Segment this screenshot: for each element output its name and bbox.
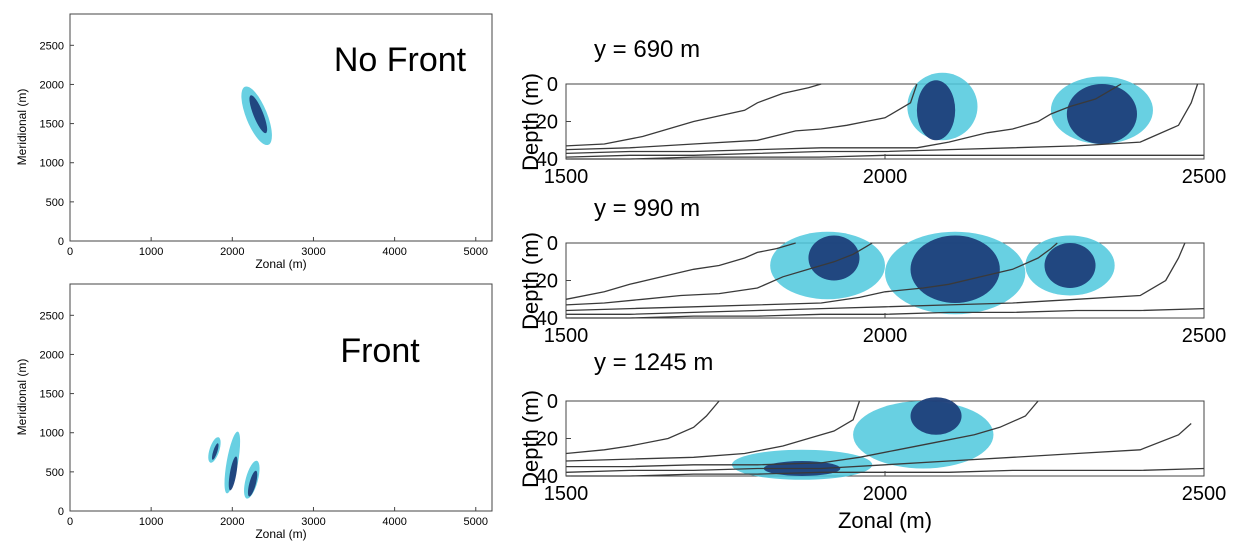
plot-frame bbox=[69, 283, 493, 512]
x-tick-label: 1000 bbox=[139, 246, 163, 258]
tracer-patch-dark bbox=[211, 443, 219, 460]
tracer-patch-light bbox=[224, 431, 241, 494]
y-tick-label: 40 bbox=[536, 466, 558, 488]
y-tick-label: 0 bbox=[547, 74, 558, 96]
y-tick-label: 20 bbox=[536, 429, 558, 451]
contour-lines bbox=[565, 400, 1205, 477]
contour-line bbox=[565, 400, 861, 462]
tracer-patch-dark bbox=[228, 456, 238, 491]
plot-frame bbox=[69, 13, 493, 242]
x-tick-label: 5000 bbox=[464, 516, 488, 528]
y-tick-label: 500 bbox=[46, 197, 64, 209]
x-tick-label: 4000 bbox=[382, 516, 406, 528]
contour-line bbox=[565, 242, 873, 306]
axis-ticks: 0 1000 2000 3000 4000 5000 0 500 1000 1500 2000 250… bbox=[40, 310, 488, 528]
x-tick-label: 1500 bbox=[544, 483, 589, 505]
contour-line bbox=[565, 83, 1199, 158]
y-tick-label: 20 bbox=[536, 112, 558, 134]
x-tick-label: 2000 bbox=[863, 166, 908, 188]
x-tick-label: 2000 bbox=[863, 325, 908, 347]
panel-annotation: Front bbox=[340, 332, 420, 370]
x-tick-label: 2500 bbox=[1182, 483, 1227, 505]
x-axis-label: Zonal (m) bbox=[838, 508, 932, 533]
contour-line bbox=[565, 83, 1122, 155]
y-tick-label: 1000 bbox=[40, 428, 64, 440]
x-tick-label: 1000 bbox=[139, 516, 163, 528]
tracer-patches bbox=[770, 231, 1115, 315]
tracer-patch-dark bbox=[1044, 243, 1096, 288]
contour-line bbox=[565, 83, 918, 151]
tracer-patch-dark bbox=[247, 470, 258, 497]
x-tick-label: 3000 bbox=[301, 516, 325, 528]
y-axis-label: Depth (m) bbox=[518, 73, 543, 171]
x-axis-label: Zonal (m) bbox=[255, 257, 306, 271]
contour-line bbox=[565, 242, 1058, 312]
axis-ticks: 1500 2000 2500 0 20 40 bbox=[536, 74, 1227, 188]
y-tick-label: 2000 bbox=[40, 349, 64, 361]
x-axis-label: Zonal (m) bbox=[255, 527, 306, 541]
y-tick-label: 0 bbox=[547, 233, 558, 255]
axis-ticks: 1500 2000 2500 0 20 40 bbox=[536, 391, 1227, 505]
y-tick-label: 0 bbox=[547, 391, 558, 413]
x-tick-label: 2500 bbox=[1182, 166, 1227, 188]
contour-lines bbox=[565, 83, 1204, 160]
x-tick-label: 2000 bbox=[220, 516, 244, 528]
tracer-patch-dark bbox=[910, 397, 962, 435]
y-axis-label: Meridional (m) bbox=[15, 89, 29, 166]
contour-line bbox=[566, 400, 1039, 468]
x-tick-label: 5000 bbox=[464, 246, 488, 258]
x-tick-label: 1500 bbox=[544, 325, 589, 347]
y-tick-label: 1000 bbox=[40, 158, 64, 170]
y-tick-label: 1500 bbox=[40, 119, 64, 131]
x-tick-label: 2000 bbox=[863, 483, 908, 505]
x-tick-label: 0 bbox=[67, 516, 73, 528]
panel-title: y = 1245 m bbox=[594, 349, 713, 376]
y-tick-label: 40 bbox=[536, 149, 558, 171]
section-panel-1245: y = 1245 m 1500 2000 2500 0 20 40 Depth (m) Z… bbox=[518, 349, 1226, 533]
x-tick-label: 0 bbox=[67, 246, 73, 258]
axis-ticks: 1500 2000 2500 0 20 40 bbox=[536, 233, 1227, 347]
map-panel-no-front: 0 1000 2000 3000 4000 5000 0 500 1000 1500 2000 250… bbox=[15, 13, 493, 271]
y-tick-label: 500 bbox=[46, 467, 64, 479]
panel-title: y = 990 m bbox=[594, 195, 700, 222]
x-tick-label: 2000 bbox=[220, 246, 244, 258]
y-axis-label: Depth (m) bbox=[518, 390, 543, 488]
y-tick-label: 2000 bbox=[40, 79, 64, 91]
y-tick-label: 2500 bbox=[40, 310, 64, 322]
contour-line bbox=[565, 423, 1192, 473]
particle-patches bbox=[241, 86, 272, 146]
contour-line bbox=[565, 400, 720, 455]
panel-annotation: No Front bbox=[334, 41, 467, 79]
x-tick-label: 3000 bbox=[301, 246, 325, 258]
y-axis-label: Depth (m) bbox=[518, 232, 543, 330]
x-tick-label: 2500 bbox=[1182, 325, 1227, 347]
section-panel-690: y = 690 m 1500 2000 2500 0 20 40 Depth (m) bbox=[518, 36, 1226, 188]
x-tick-label: 1500 bbox=[544, 166, 589, 188]
section-panel-990: y = 990 m 1500 2000 2500 0 20 40 Depth (m) bbox=[518, 195, 1226, 347]
tracer-patch-dark bbox=[1066, 84, 1138, 144]
tracer-patch-dark bbox=[249, 95, 268, 134]
contour-line bbox=[565, 242, 796, 300]
y-tick-label: 0 bbox=[58, 506, 64, 518]
contour-line bbox=[565, 83, 822, 147]
tracer-patch-dark bbox=[916, 80, 956, 141]
tracer-patch-dark bbox=[808, 235, 860, 281]
y-tick-label: 1500 bbox=[40, 389, 64, 401]
y-axis-label: Meridional (m) bbox=[15, 359, 29, 436]
axis-ticks: 0 1000 2000 3000 4000 5000 0 500 1000 1500 2000 250… bbox=[40, 40, 488, 258]
tracer-patches bbox=[907, 72, 1153, 144]
y-tick-label: 40 bbox=[536, 308, 558, 330]
contour-line bbox=[566, 242, 1186, 315]
y-tick-label: 0 bbox=[58, 236, 64, 248]
y-tick-label: 2500 bbox=[40, 40, 64, 52]
panel-title: y = 690 m bbox=[594, 36, 700, 63]
x-tick-label: 4000 bbox=[382, 246, 406, 258]
particle-patches bbox=[208, 431, 260, 499]
map-panel-front: 0 1000 2000 3000 4000 5000 0 500 1000 1500 2000 250… bbox=[15, 283, 493, 541]
tracer-patch-dark bbox=[910, 235, 1000, 303]
y-tick-label: 20 bbox=[536, 271, 558, 293]
